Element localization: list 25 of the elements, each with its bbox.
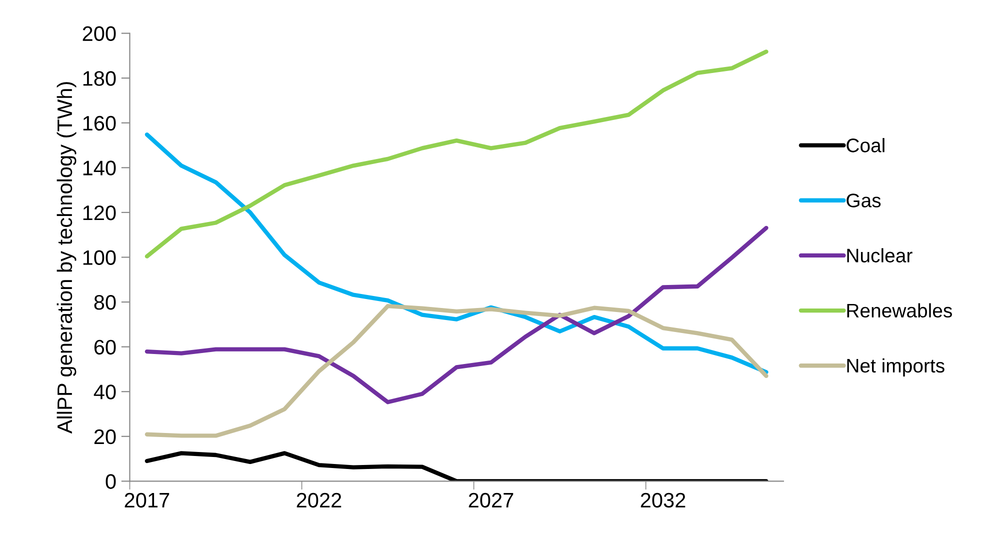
- y-tick-label: 40: [94, 384, 116, 400]
- legend-label: Nuclear: [847, 248, 912, 262]
- legend-label: Renewables: [847, 303, 952, 318]
- legend-label: Gas: [846, 194, 881, 208]
- legend-label: Net imports: [847, 358, 944, 376]
- x-tick-label: 2032: [640, 492, 686, 508]
- x-tick-label: 2027: [468, 492, 514, 508]
- y-tick-label: 120: [83, 205, 116, 220]
- x-tick-label: 2022: [296, 492, 342, 508]
- y-axis-title: AllPP generation by technology (TWh): [56, 82, 76, 434]
- y-tick-label: 20: [94, 429, 116, 444]
- y-tick-label: 140: [83, 160, 116, 176]
- line-series: [144, 451, 768, 482]
- y-tick-label: 180: [83, 71, 116, 86]
- y-tick-label: 60: [94, 340, 116, 355]
- line-series: [144, 304, 768, 438]
- y-tick-label: 100: [83, 250, 116, 265]
- y-tick-label: 200: [82, 26, 116, 42]
- y-tick-label: 80: [94, 295, 116, 310]
- line-series: [144, 50, 768, 258]
- y-tick-label: 0: [106, 474, 116, 489]
- line-series: [144, 226, 768, 404]
- y-tick-label: 160: [83, 116, 116, 131]
- x-tick-label: 2017: [124, 492, 170, 508]
- legend-label: Coal: [846, 138, 884, 152]
